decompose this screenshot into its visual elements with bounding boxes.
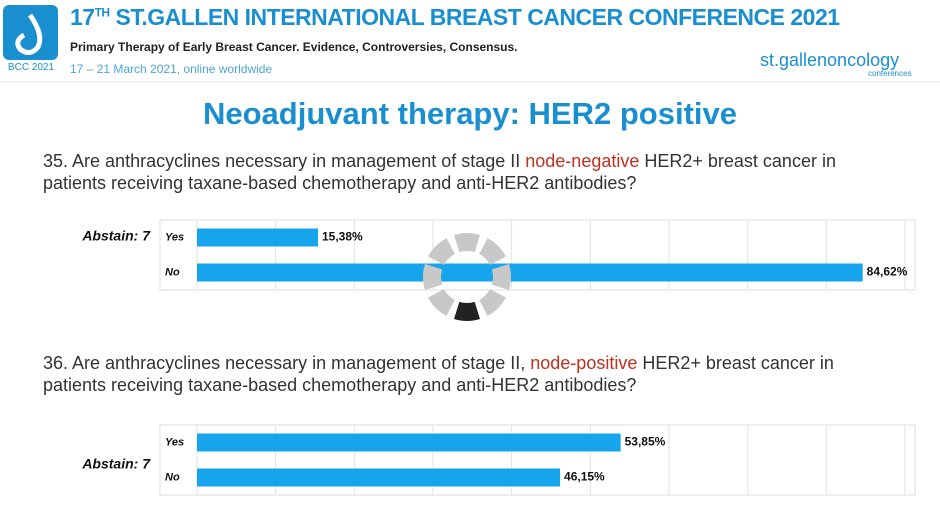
conference-title: 17TH ST.GALLEN INTERNATIONAL BREAST CANC… bbox=[70, 4, 840, 31]
spinner-segment bbox=[479, 238, 506, 265]
dates: 17 – 21 March 2021, online worldwide bbox=[70, 62, 273, 76]
spinner-segment bbox=[428, 238, 455, 265]
spinner-segment bbox=[453, 233, 481, 253]
question-text: HER2+ breast cancer in patients receivin… bbox=[43, 151, 836, 193]
bar bbox=[197, 228, 318, 247]
title-suffix: TH bbox=[94, 5, 111, 20]
logo-mark bbox=[15, 13, 43, 55]
spinner-segment bbox=[428, 289, 455, 316]
bar bbox=[197, 468, 561, 487]
annotation: Abstain: 7 bbox=[81, 228, 151, 244]
plot-frame bbox=[159, 424, 916, 496]
question-text: 35. Are anthracyclines necessary in mana… bbox=[43, 151, 526, 171]
spinner-segment bbox=[453, 301, 481, 322]
category-label: Yes bbox=[165, 231, 184, 243]
spinner-segment bbox=[423, 263, 443, 291]
plot-frame bbox=[159, 219, 916, 291]
question: 36. Are anthracyclines necessary in mana… bbox=[43, 352, 858, 396]
question-text: HER2+ breast cancer in patients receivin… bbox=[43, 353, 834, 395]
title-rest: ST.GALLEN INTERNATIONAL BREAST CANCER CO… bbox=[109, 4, 840, 30]
slide-title: Neoadjuvant therapy: HER2 positive bbox=[202, 96, 737, 131]
category-label: No bbox=[165, 266, 180, 278]
partner-logo: st.gallenoncology bbox=[760, 50, 900, 70]
bar bbox=[197, 263, 863, 282]
question-highlight: node-positive bbox=[530, 353, 638, 373]
partner-sub: conferences bbox=[868, 69, 912, 78]
title-number: 17 bbox=[70, 4, 95, 30]
value-label: 46,15% bbox=[564, 470, 605, 484]
value-label: 15,38% bbox=[322, 230, 363, 244]
subtitle: Primary Therapy of Early Breast Cancer. … bbox=[70, 40, 518, 54]
spinner-segment bbox=[491, 263, 512, 291]
spinner-segment bbox=[479, 289, 506, 316]
bar bbox=[197, 433, 621, 452]
value-label: 84,62% bbox=[867, 265, 908, 279]
question: 35. Are anthracyclines necessary in mana… bbox=[43, 150, 858, 194]
value-label: 53,85% bbox=[625, 435, 666, 449]
question-text: 36. Are anthracyclines necessary in mana… bbox=[43, 353, 531, 373]
logo-text: BCC 2021 bbox=[7, 62, 55, 73]
category-label: No bbox=[165, 471, 180, 483]
annotation: Abstain: 7 bbox=[81, 456, 151, 472]
category-label: Yes bbox=[165, 436, 184, 448]
question-highlight: node-negative bbox=[525, 151, 640, 171]
